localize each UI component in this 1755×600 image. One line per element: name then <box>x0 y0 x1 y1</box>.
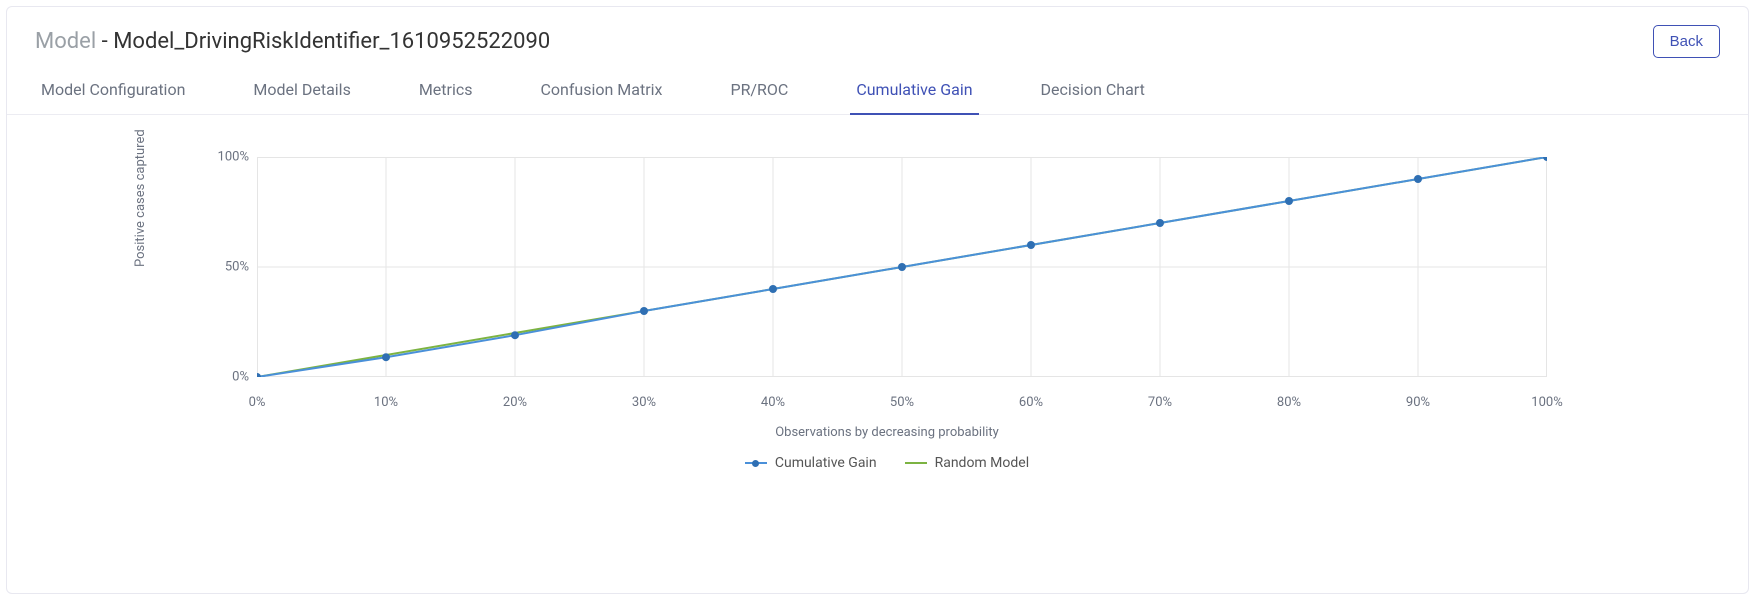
legend-label: Cumulative Gain <box>775 455 877 471</box>
legend-swatch <box>905 462 927 464</box>
cumulative-gain-chart: Positive cases captured 0%50%100% 0%10%2… <box>147 157 1627 537</box>
tab-pr-roc[interactable]: PR/ROC <box>724 80 794 115</box>
xtick-label: 40% <box>761 395 785 410</box>
chart-legend: Cumulative Gain Random Model <box>147 455 1627 471</box>
xtick-label: 30% <box>632 395 656 410</box>
model-card: Model - Model_DrivingRiskIdentifier_1610… <box>6 6 1749 594</box>
xtick-label: 20% <box>503 395 527 410</box>
ytick-label: 0% <box>232 370 249 385</box>
tab-confusion-matrix[interactable]: Confusion Matrix <box>534 80 668 115</box>
legend-item-cumulative-gain: Cumulative Gain <box>745 455 877 471</box>
tab-decision-chart[interactable]: Decision Chart <box>1035 80 1151 115</box>
ytick-label: 50% <box>225 260 249 275</box>
header: Model - Model_DrivingRiskIdentifier_1610… <box>7 7 1748 58</box>
title-model-name: Model_DrivingRiskIdentifier_161095252209… <box>113 29 550 54</box>
chart-xlabel: Observations by decreasing probability <box>147 425 1627 440</box>
tabs: Model Configuration Model Details Metrics C… <box>7 58 1748 115</box>
xtick-label: 70% <box>1148 395 1172 410</box>
back-button[interactable]: Back <box>1653 25 1720 58</box>
tab-metrics[interactable]: Metrics <box>413 80 479 115</box>
ytick-label: 100% <box>218 150 249 165</box>
title-prefix: Model <box>35 29 96 54</box>
legend-item-random-model: Random Model <box>905 455 1030 471</box>
xtick-label: 100% <box>1531 395 1562 410</box>
chart-ylabel: Positive cases captured <box>133 129 148 267</box>
legend-swatch <box>745 462 767 464</box>
xtick-label: 0% <box>249 395 266 410</box>
xtick-label: 60% <box>1019 395 1043 410</box>
page-title: Model - Model_DrivingRiskIdentifier_1610… <box>35 29 550 54</box>
xtick-label: 50% <box>890 395 914 410</box>
title-separator: - <box>96 29 113 54</box>
tab-model-details[interactable]: Model Details <box>247 80 356 115</box>
chart-plot-area <box>257 157 1547 377</box>
xtick-label: 10% <box>374 395 398 410</box>
xtick-label: 80% <box>1277 395 1301 410</box>
tab-cumulative-gain[interactable]: Cumulative Gain <box>850 80 978 115</box>
tab-model-configuration[interactable]: Model Configuration <box>35 80 191 115</box>
xtick-label: 90% <box>1406 395 1430 410</box>
legend-label: Random Model <box>935 455 1030 471</box>
